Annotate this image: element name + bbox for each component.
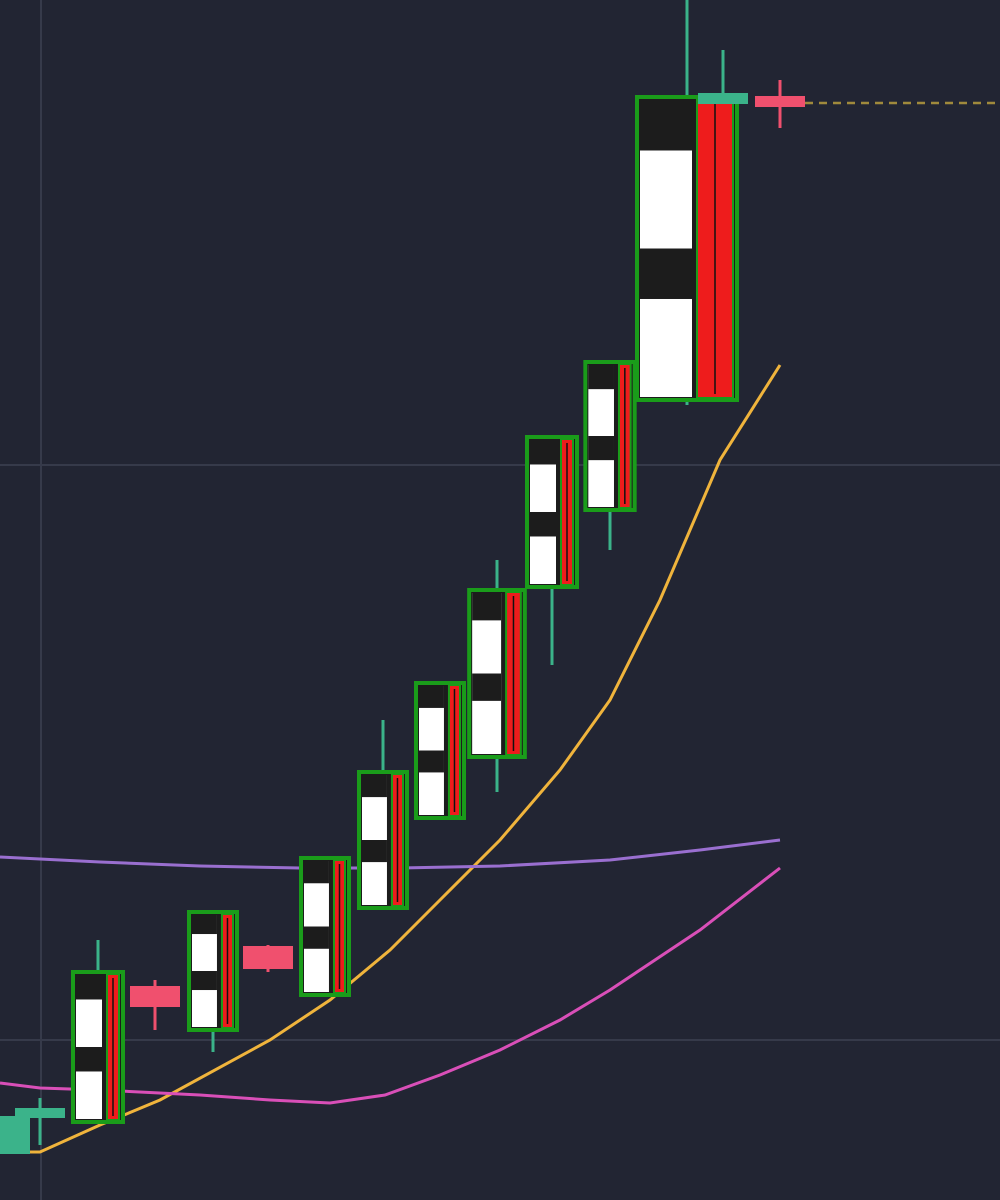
candle-body <box>243 946 293 969</box>
candle-body-pattern <box>304 926 329 949</box>
candle-body <box>0 1116 30 1154</box>
candle <box>698 50 748 104</box>
candle <box>187 910 239 1052</box>
candle-body-pattern <box>419 750 444 773</box>
candle-body-pattern <box>472 593 502 621</box>
candle <box>583 360 637 550</box>
candle <box>130 980 180 1030</box>
candle-body <box>755 96 805 107</box>
candle-body-pattern <box>640 248 692 299</box>
candle-body <box>15 1108 65 1118</box>
candle <box>0 1116 30 1154</box>
candle <box>467 560 527 792</box>
candle-body-pattern <box>76 975 102 1000</box>
candle <box>243 945 293 972</box>
candle-body-pattern <box>192 971 217 991</box>
candle-body-pattern <box>192 915 217 935</box>
candle-body <box>698 93 748 104</box>
candle-body-pattern <box>530 440 556 465</box>
candle-body <box>130 986 180 1007</box>
candle-body-pattern <box>530 512 556 537</box>
candle <box>357 720 409 910</box>
candle-body-pattern <box>76 1047 102 1072</box>
candle <box>71 940 125 1124</box>
candle <box>525 435 579 665</box>
candle <box>414 681 466 820</box>
candle-body-pattern <box>419 686 444 708</box>
candle <box>15 1098 65 1145</box>
candle <box>755 80 805 128</box>
candle-body-pattern <box>588 365 614 390</box>
candle-body-pattern <box>304 861 329 884</box>
candle-body-pattern <box>472 673 502 701</box>
candle <box>635 0 739 405</box>
candle <box>299 856 351 997</box>
candle-body-pattern <box>588 436 614 461</box>
candle-body-pattern <box>362 775 387 798</box>
candle-body-pattern <box>362 840 387 863</box>
candle-body-pattern <box>640 100 692 151</box>
